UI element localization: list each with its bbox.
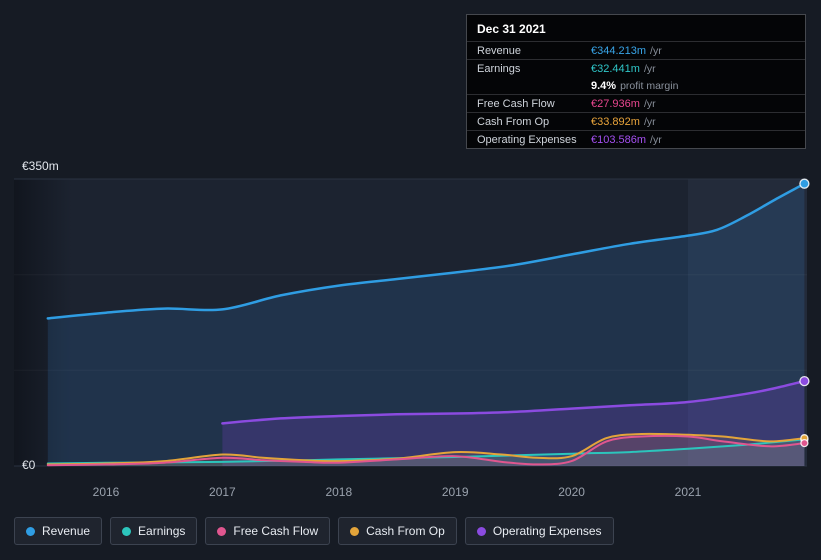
y-axis-label-zero: €0: [22, 458, 36, 472]
legend-item-earnings[interactable]: Earnings: [110, 517, 198, 545]
legend-item-free-cash-flow[interactable]: Free Cash Flow: [205, 517, 331, 545]
chart-tooltip: Dec 31 2021 Revenue €344.213m/yr Earnings €…: [466, 14, 806, 149]
tooltip-row-free-cash-flow: Free Cash Flow €27.936m/yr: [467, 95, 805, 113]
operating-expenses-dot-icon: [476, 526, 486, 536]
tooltip-row-label: Cash From Op: [477, 116, 550, 128]
tooltip-row-value: €103.586m: [591, 134, 647, 146]
legend-item-operating-expenses[interactable]: Operating Expenses: [464, 517, 614, 545]
x-axis-tick-2021: 2021: [674, 485, 702, 499]
tooltip-row-earnings: Earnings €32.441m/yr: [467, 60, 805, 77]
chart-legend: Revenue Earnings Free Cash Flow Cash From O…: [14, 517, 614, 545]
tooltip-row-suffix: /yr: [643, 116, 656, 128]
legend-item-label: Revenue: [42, 524, 91, 538]
tooltip-rows: Revenue €344.213m/yr Earnings €32.441m/yr 9.…: [467, 42, 805, 148]
y-axis-label-max: €350m: [22, 159, 59, 173]
tooltip-row-label: Earnings: [477, 63, 521, 75]
legend-item-revenue[interactable]: Revenue: [14, 517, 103, 545]
legend-item-label: Operating Expenses: [492, 524, 602, 538]
legend-item-label: Cash From Op: [366, 524, 445, 538]
tooltip-row-operating-expenses: Operating Expenses €103.586m/yr: [467, 131, 805, 148]
tooltip-date: Dec 31 2021: [467, 15, 805, 42]
cash-from-op-dot-icon: [350, 526, 360, 536]
tooltip-row-suffix: /yr: [650, 45, 662, 57]
x-axis-tick-2016: 2016: [92, 485, 120, 499]
free-cash-flow-dot-icon: [217, 526, 227, 536]
x-axis: 2016 2017 2018 2019 2020 2021: [0, 485, 821, 501]
tooltip-row-value: 9.4%: [591, 80, 617, 92]
chart-plot[interactable]: [0, 0, 821, 512]
tooltip-row-label: Free Cash Flow: [477, 98, 555, 110]
x-axis-tick-2019: 2019: [441, 485, 469, 499]
legend-item-label: Free Cash Flow: [233, 524, 319, 538]
legend-item-cash-from-op[interactable]: Cash From Op: [338, 517, 457, 545]
tooltip-row-label: Operating Expenses: [477, 134, 577, 146]
tooltip-row-suffix: /yr: [650, 134, 662, 146]
earnings-dot-icon: [122, 526, 132, 536]
tooltip-row-suffix: /yr: [643, 98, 656, 110]
tooltip-row-suffix: /yr: [643, 63, 656, 75]
legend-item-label: Earnings: [138, 524, 186, 538]
tooltip-row-value: €344.213m: [591, 45, 647, 57]
tooltip-row-cash-from-op: Cash From Op €33.892m/yr: [467, 113, 805, 131]
x-axis-tick-2020: 2020: [558, 485, 585, 499]
tooltip-row-label: Revenue: [477, 45, 522, 57]
revenue-dot-icon: [26, 526, 35, 536]
tooltip-row-value: €33.892m: [591, 116, 640, 128]
tooltip-row-value: €32.441m: [591, 63, 640, 75]
tooltip-row-suffix: profit margin: [620, 80, 679, 92]
tooltip-row-value: €27.936m: [591, 98, 640, 110]
x-axis-tick-2018: 2018: [325, 485, 353, 499]
x-axis-tick-2017: 2017: [209, 485, 236, 499]
tooltip-row-revenue: Revenue €344.213m/yr: [467, 42, 805, 60]
tooltip-row-profit-margin: 9.4% profit margin: [467, 77, 805, 95]
